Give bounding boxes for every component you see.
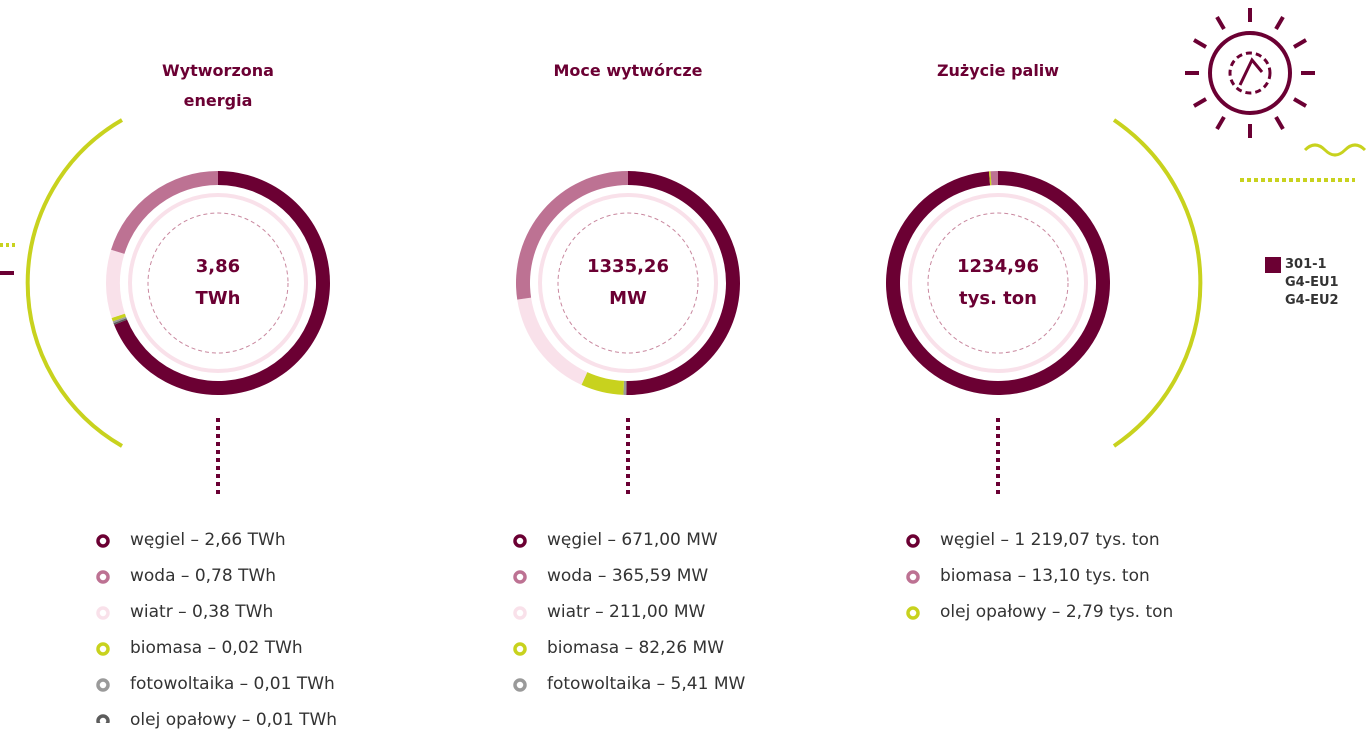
legend-label: olej opałowy – 2,79 tys. ton	[940, 602, 1174, 622]
inner-ring	[128, 193, 308, 373]
legend-icon	[513, 534, 527, 548]
legend-icon	[513, 570, 527, 584]
chart-title: Moce wytwórcze	[553, 61, 703, 80]
legend-icon	[96, 570, 110, 584]
center-label: 1234,96 tys. ton	[957, 256, 1039, 309]
inner-ring	[908, 193, 1088, 373]
legend-icon	[906, 606, 920, 620]
arc-decoration	[1112, 118, 1203, 448]
inner-dashed-ring	[927, 212, 1069, 354]
chart-title: Zużycie paliw	[936, 61, 1060, 80]
donut-segment	[111, 313, 126, 322]
legend-label: biomasa – 82,26 MW	[547, 638, 725, 658]
legend-icon	[96, 534, 110, 548]
center-label: 3,86 TWh	[195, 256, 241, 309]
inner-dashed-ring	[147, 212, 289, 354]
donut-segment	[990, 171, 998, 186]
legend-label: fotowoltaika – 5,41 MW	[547, 674, 746, 694]
legend-label: olej opałowy – 0,01 TWh	[130, 710, 338, 730]
legend-icon	[96, 714, 110, 723]
inner-ring	[538, 193, 718, 373]
legend-label: woda – 0,78 TWh	[130, 566, 277, 586]
code: G4-EU2	[1285, 293, 1339, 308]
code: 301-1	[1285, 257, 1327, 272]
codes: 301-1 G4-EU1 G4-EU2	[1285, 256, 1339, 310]
legend-icon	[513, 642, 527, 656]
legend-icon	[513, 606, 527, 620]
legend-label: węgiel – 1 219,07 tys. ton	[940, 530, 1160, 550]
legend-label: wiatr – 0,38 TWh	[130, 602, 274, 622]
legend-icon	[906, 570, 920, 584]
legend-label: woda – 365,59 MW	[547, 566, 709, 586]
legend-label: węgiel – 671,00 MW	[547, 530, 718, 550]
arc-decoration	[25, 118, 123, 448]
chart-title: Wytworzona energia	[162, 61, 274, 110]
donut-segment	[988, 171, 992, 186]
donut-segment	[517, 297, 588, 385]
legend-icon	[96, 606, 110, 620]
code-square	[1265, 257, 1281, 273]
legend-label: biomasa – 0,02 TWh	[130, 638, 303, 658]
legend-label: fotowoltaika – 0,01 TWh	[130, 674, 335, 694]
donut-segment	[106, 249, 125, 318]
donut-segment	[112, 316, 127, 324]
legend-label: węgiel – 2,66 TWh	[130, 530, 286, 550]
legend-icon	[906, 534, 920, 548]
donut-segment	[113, 318, 128, 325]
code: G4-EU1	[1285, 275, 1339, 290]
legend-label: biomasa – 13,10 tys. ton	[940, 566, 1150, 586]
donut-segment	[111, 171, 218, 254]
donut-segment	[516, 171, 628, 300]
donut-segment	[626, 171, 740, 395]
legend-icon	[96, 642, 110, 656]
inner-dashed-ring	[557, 212, 699, 354]
legend-icon	[513, 678, 527, 692]
legend-icon	[96, 678, 110, 692]
donut-segment	[623, 380, 627, 395]
donut-segment	[581, 372, 624, 395]
center-label: 1335,26 MW	[587, 256, 669, 309]
legend-label: wiatr – 211,00 MW	[547, 602, 706, 622]
sun-icon	[1185, 8, 1315, 138]
wave-decoration	[1303, 143, 1367, 157]
